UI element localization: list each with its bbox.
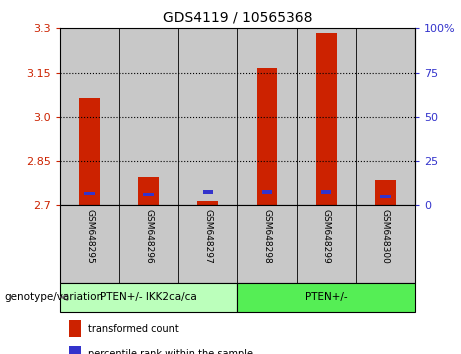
Bar xyxy=(202,190,213,194)
Text: genotype/variation: genotype/variation xyxy=(5,292,104,302)
Bar xyxy=(60,283,237,312)
Bar xyxy=(79,98,100,205)
Text: PTEN+/-: PTEN+/- xyxy=(305,292,348,302)
Text: GSM648297: GSM648297 xyxy=(203,209,213,264)
Bar xyxy=(380,195,390,198)
Bar xyxy=(60,28,119,205)
Bar xyxy=(138,177,159,205)
Text: GSM648299: GSM648299 xyxy=(322,209,331,264)
Bar xyxy=(356,28,415,205)
Bar xyxy=(257,68,278,205)
Bar xyxy=(321,190,331,194)
Bar xyxy=(197,201,218,205)
Bar xyxy=(178,28,237,205)
Bar xyxy=(69,320,81,337)
Bar xyxy=(316,33,337,205)
Title: GDS4119 / 10565368: GDS4119 / 10565368 xyxy=(163,10,312,24)
Bar xyxy=(143,193,154,196)
Bar xyxy=(296,28,356,205)
Text: GSM648295: GSM648295 xyxy=(85,209,94,264)
Bar xyxy=(262,190,272,194)
Bar xyxy=(375,180,396,205)
Text: percentile rank within the sample: percentile rank within the sample xyxy=(88,349,253,354)
Text: GSM648298: GSM648298 xyxy=(262,209,272,264)
Bar xyxy=(119,28,178,205)
Text: GSM648296: GSM648296 xyxy=(144,209,153,264)
Bar xyxy=(69,346,81,354)
Bar xyxy=(84,192,95,195)
Text: GSM648300: GSM648300 xyxy=(381,209,390,264)
Bar xyxy=(237,283,415,312)
Text: PTEN+/- IKK2ca/ca: PTEN+/- IKK2ca/ca xyxy=(100,292,197,302)
Text: transformed count: transformed count xyxy=(88,324,178,333)
Bar xyxy=(237,28,296,205)
